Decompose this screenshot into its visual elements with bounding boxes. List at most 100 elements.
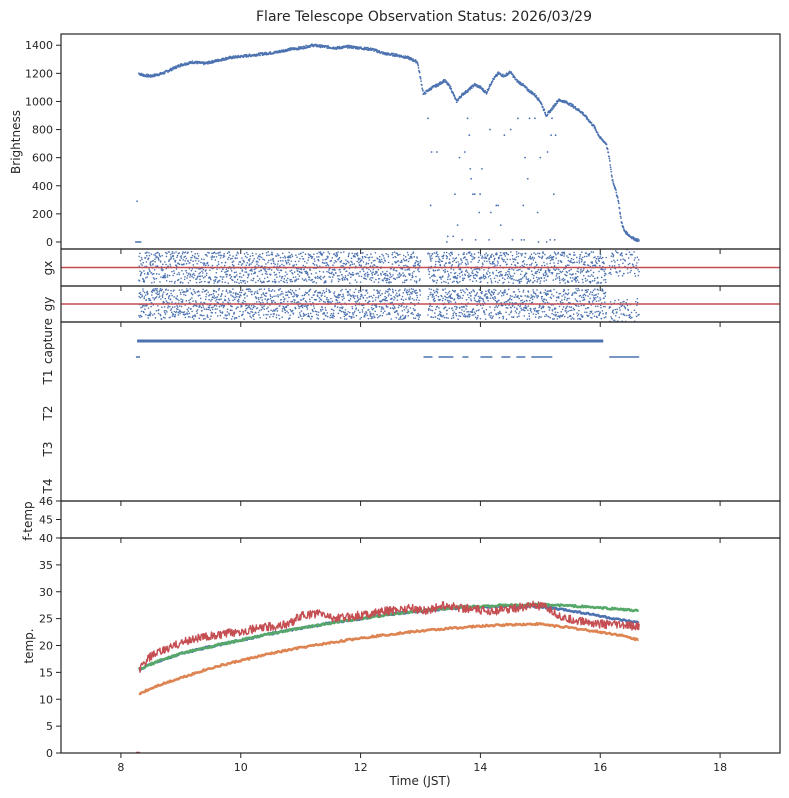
- gx-point: [375, 278, 377, 281]
- gx-point: [442, 254, 445, 256]
- gy-point: [397, 306, 400, 309]
- gx-point: [337, 278, 340, 280]
- gx-point: [624, 260, 627, 262]
- gy-point: [336, 306, 339, 309]
- gx-point: [212, 256, 214, 258]
- gx-point: [441, 255, 443, 258]
- gx-point: [544, 253, 546, 256]
- gx-point: [187, 251, 189, 254]
- gx-point: [349, 264, 352, 266]
- gy-point: [498, 317, 501, 319]
- gy-point: [427, 298, 429, 300]
- gx-point: [430, 255, 433, 257]
- gy-point: [490, 294, 493, 297]
- gx-point: [201, 275, 204, 277]
- gx-point: [221, 281, 224, 283]
- gy-point: [244, 297, 246, 299]
- gx-point: [359, 270, 361, 273]
- gy-point: [235, 317, 238, 319]
- gx-point: [515, 279, 517, 282]
- brightness-point: [514, 76, 516, 79]
- gy-point: [225, 290, 228, 293]
- gy-point: [265, 313, 267, 316]
- gx-point: [297, 273, 299, 276]
- gx-point: [207, 264, 210, 267]
- gy-point: [325, 315, 327, 317]
- gx-point: [276, 265, 278, 268]
- gx-point: [433, 273, 435, 276]
- gy-point: [365, 312, 368, 314]
- gx-point: [360, 275, 363, 278]
- gx-point: [155, 273, 158, 275]
- gx-point: [532, 277, 535, 280]
- gy-point: [321, 308, 324, 311]
- gx-point: [435, 251, 438, 253]
- gx-point: [381, 260, 383, 263]
- gy-point: [176, 295, 179, 297]
- brightness-point: [269, 51, 272, 53]
- gx-point: [251, 254, 254, 257]
- gx-point: [348, 272, 351, 274]
- gx-point: [488, 260, 491, 263]
- gy-point: [226, 308, 229, 311]
- gx-point: [261, 252, 264, 255]
- gx-point: [177, 278, 180, 281]
- gx-point: [582, 269, 585, 272]
- gx-point: [592, 275, 594, 277]
- gx-point: [532, 259, 535, 261]
- gx-point: [525, 276, 527, 278]
- gx-point: [464, 274, 467, 277]
- gx-point: [432, 280, 435, 283]
- gy-point: [318, 300, 321, 303]
- brightness-outlier-point: [436, 151, 438, 153]
- gx-point: [245, 251, 248, 254]
- gx-point: [264, 272, 267, 275]
- gx-point: [380, 274, 382, 276]
- brightness-point: [525, 86, 528, 89]
- gy-point: [252, 315, 255, 318]
- gy-point: [271, 301, 273, 303]
- gx-point: [270, 269, 273, 271]
- gy-point: [462, 294, 464, 297]
- gx-point: [496, 260, 499, 263]
- gx-point: [160, 276, 162, 278]
- gx-point: [617, 275, 620, 277]
- gy-point: [139, 296, 142, 299]
- gy-point: [275, 316, 278, 319]
- gy-point: [339, 309, 342, 312]
- gy-point: [201, 309, 203, 312]
- gx-point: [552, 268, 555, 270]
- gy-point: [503, 291, 505, 293]
- gy-point: [432, 298, 435, 301]
- gx-point: [518, 280, 521, 283]
- gx-point: [519, 268, 521, 271]
- gy-point: [315, 298, 318, 301]
- gy-point: [300, 299, 302, 301]
- gx-point: [504, 278, 506, 281]
- gy-point: [474, 299, 476, 301]
- gx-point: [291, 280, 294, 283]
- gx-point: [168, 259, 170, 261]
- gy-point: [391, 288, 394, 291]
- gx-point: [492, 271, 494, 274]
- gx-point: [218, 254, 220, 257]
- gx-point: [144, 257, 147, 259]
- gx-point: [198, 268, 201, 270]
- gx-point: [549, 262, 551, 265]
- gx-point: [553, 262, 555, 264]
- gy-point: [205, 293, 208, 296]
- gx-point: [324, 258, 327, 261]
- gx-point: [638, 270, 640, 273]
- gy-point: [502, 316, 505, 318]
- gy-point: [238, 291, 241, 294]
- gy-point: [473, 313, 475, 316]
- brightness-outlier-point: [523, 238, 526, 241]
- gy-point: [172, 314, 175, 316]
- gy-point: [261, 307, 264, 309]
- gx-point: [459, 276, 461, 278]
- gy-point: [410, 301, 412, 304]
- gy-point: [154, 317, 157, 319]
- gx-point: [240, 281, 243, 284]
- gy-point: [300, 315, 302, 317]
- gy-point: [386, 313, 388, 316]
